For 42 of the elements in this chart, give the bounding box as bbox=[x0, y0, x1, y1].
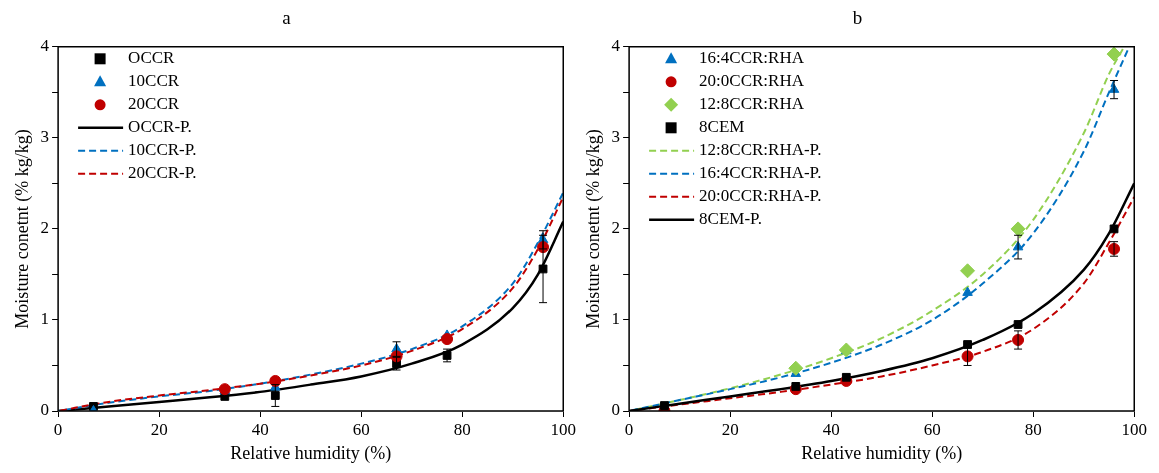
y-tick-label: 3 bbox=[611, 127, 621, 147]
chart-title: b bbox=[852, 7, 863, 29]
legend-label: 12:8CCR:RHA-P. bbox=[699, 140, 822, 160]
y-tick-label: 4 bbox=[40, 36, 50, 56]
x-tick-label: 0 bbox=[624, 419, 634, 439]
y-tick-label: 2 bbox=[40, 218, 50, 238]
legend-label: 8CEM-P. bbox=[699, 209, 762, 229]
y-tick-label: 4 bbox=[611, 36, 621, 56]
legend-label: OCCR-P. bbox=[128, 117, 192, 137]
legend-label: 16:4CCR:RHA bbox=[699, 48, 805, 68]
chart-title: a bbox=[282, 7, 292, 29]
x-axis-title: Relative humidity (%) bbox=[230, 442, 392, 464]
legend-label: 20:0CCR:RHA bbox=[699, 71, 805, 91]
legend-label: 20CCR-P. bbox=[128, 163, 197, 183]
x-tick-label: 20 bbox=[721, 419, 739, 439]
legend-label: 10CCR bbox=[128, 71, 180, 91]
x-tick-label: 60 bbox=[923, 419, 941, 439]
x-tick-label: 60 bbox=[352, 419, 370, 439]
legend-label: 10CCR-P. bbox=[128, 140, 197, 160]
y-tick-label: 0 bbox=[611, 400, 621, 420]
x-tick-label: 0 bbox=[53, 419, 63, 439]
y-tick-label: 3 bbox=[40, 127, 50, 147]
y-tick-label: 2 bbox=[611, 218, 621, 238]
legend-label: 12:8CCR:RHA bbox=[699, 94, 805, 114]
x-tick-label: 80 bbox=[453, 419, 471, 439]
y-axis-title: Moisture conetnt (% kg/kg) bbox=[11, 129, 33, 329]
legend-label: 20CCR bbox=[128, 94, 180, 114]
x-tick-label: 100 bbox=[550, 419, 576, 439]
legend-label: 8CEM bbox=[699, 117, 745, 137]
x-tick-label: 80 bbox=[1024, 419, 1042, 439]
y-tick-label: 1 bbox=[611, 309, 621, 329]
x-tick-label: 100 bbox=[1121, 419, 1147, 439]
y-tick-label: 1 bbox=[40, 309, 50, 329]
legend-label: 20:0CCR:RHA-P. bbox=[699, 186, 822, 206]
x-tick-label: 40 bbox=[822, 419, 840, 439]
legend-label: 16:4CCR:RHA-P. bbox=[699, 163, 822, 183]
y-tick-label: 0 bbox=[40, 400, 50, 420]
y-axis-title: Moisture conetnt (% kg/kg) bbox=[582, 129, 604, 329]
x-axis-title: Relative humidity (%) bbox=[801, 442, 963, 464]
x-tick-label: 40 bbox=[251, 419, 269, 439]
legend-label: OCCR bbox=[128, 48, 176, 68]
x-tick-label: 20 bbox=[150, 419, 168, 439]
